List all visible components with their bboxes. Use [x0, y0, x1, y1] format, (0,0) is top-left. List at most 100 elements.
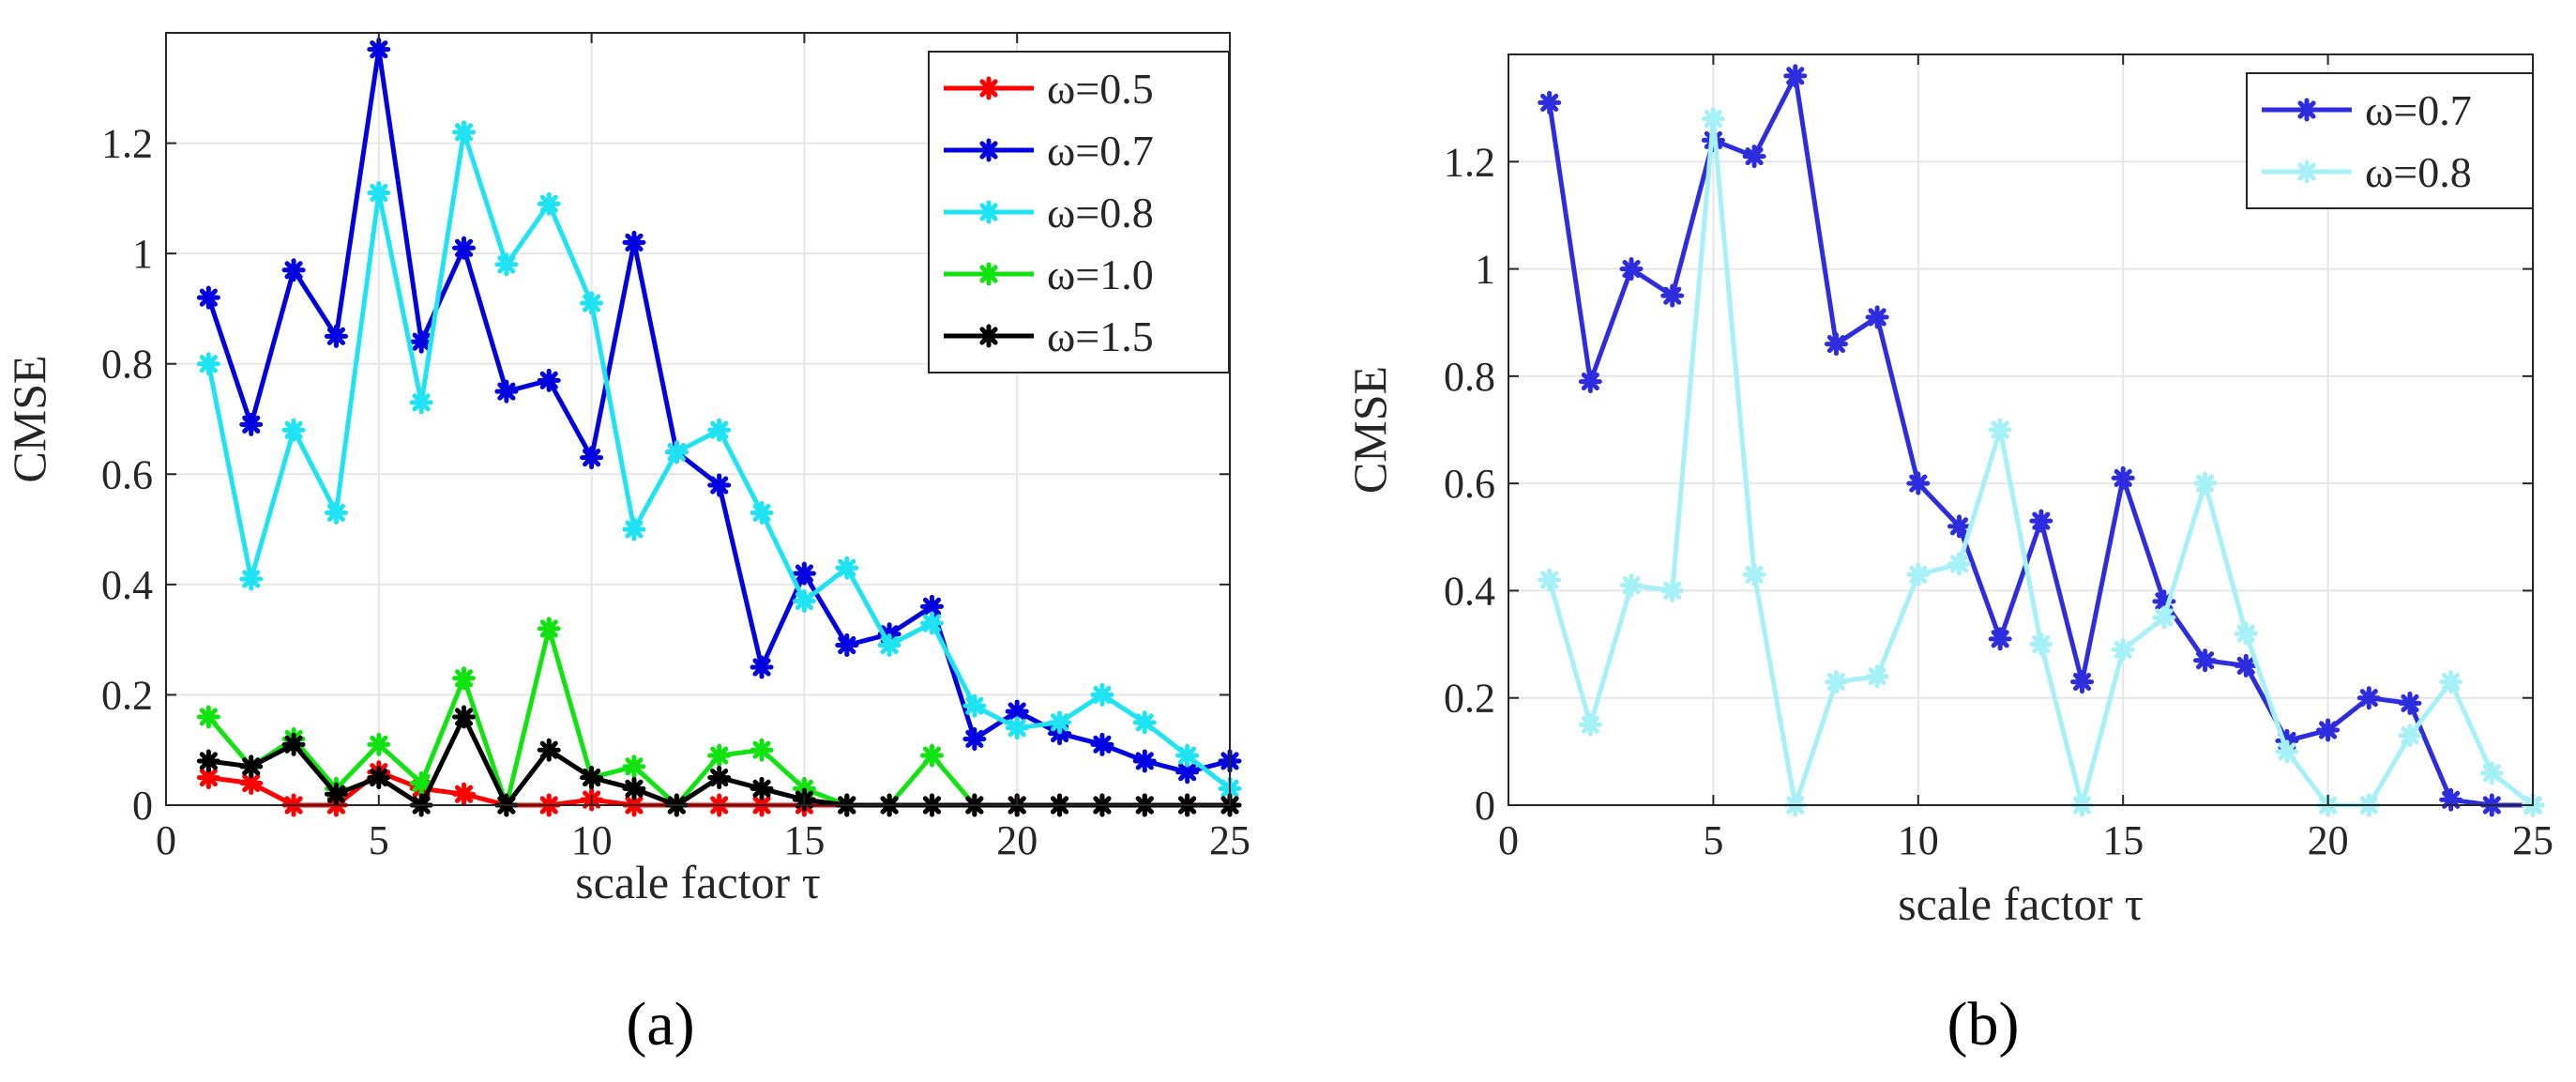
data-point — [409, 329, 433, 354]
data-point — [919, 594, 944, 618]
chart-panel-a: 0 5 10 15 20 25 0 0.2 0.4 0.6 0.8 1 1.2 scale factor … — [3, 32, 1250, 1059]
data-point — [1048, 710, 1072, 735]
data-point — [2316, 718, 2341, 742]
data-point — [537, 738, 561, 762]
data-point — [622, 517, 646, 541]
data-point — [664, 440, 689, 465]
data-point — [2111, 465, 2135, 490]
legend-box — [2246, 72, 2534, 209]
data-point — [2439, 670, 2463, 694]
x-tick-label: 0 — [156, 817, 176, 863]
data-point — [1783, 64, 1808, 88]
data-point — [1660, 283, 1685, 308]
x-tick-label: 10 — [571, 817, 613, 863]
data-point — [324, 500, 348, 525]
data-point — [196, 749, 220, 773]
data-point — [409, 770, 433, 795]
data-point — [2439, 787, 2463, 812]
legend-label: ω=1.0 — [1047, 251, 1154, 298]
data-point — [707, 766, 732, 790]
data-point — [2152, 589, 2176, 614]
x-tick-label: 25 — [1209, 817, 1250, 863]
panel-label: (a) — [626, 990, 694, 1059]
y-tick-label: 0.6 — [1444, 461, 1495, 507]
data-point — [2479, 761, 2504, 785]
x-tick-label: 20 — [996, 817, 1038, 863]
legend-label: ω=0.5 — [1047, 65, 1154, 113]
legend-marker — [977, 200, 1001, 224]
data-point — [750, 500, 774, 525]
data-point — [1578, 370, 1602, 394]
data-point — [580, 291, 604, 315]
data-point — [2356, 686, 2381, 710]
legend-marker — [977, 324, 1001, 348]
data-point — [1947, 514, 1971, 539]
legend-label: ω=1.5 — [1047, 312, 1154, 360]
data-point — [2111, 637, 2135, 662]
data-point — [750, 655, 774, 679]
x-tick-label: 0 — [1498, 817, 1519, 863]
data-point — [707, 418, 732, 442]
data-point — [452, 666, 477, 691]
data-point — [962, 693, 987, 718]
y-tick-label: 0.2 — [1444, 676, 1495, 722]
legend: ω=0.5 ω=0.7 ω=0.8 ω=1.0 ω=1.5 — [928, 51, 1230, 373]
data-point — [1132, 749, 1157, 773]
data-point — [452, 236, 477, 260]
data-point — [1824, 670, 1848, 694]
data-point — [281, 258, 306, 282]
data-point — [1538, 90, 1562, 114]
data-point — [580, 766, 604, 790]
legend-label: ω=0.8 — [2365, 148, 2472, 196]
x-tick-label: 20 — [2308, 817, 2349, 863]
data-point — [367, 766, 391, 790]
data-point — [2398, 724, 2422, 748]
x-tick-label: 5 — [1703, 817, 1723, 863]
panel-label: (b) — [1947, 990, 2020, 1059]
data-point — [2234, 621, 2258, 646]
x-tick-label: 25 — [2512, 817, 2553, 863]
data-point — [537, 368, 561, 392]
axes-frame — [1508, 53, 2534, 806]
data-point — [1742, 562, 1766, 587]
data-point — [919, 611, 944, 635]
data-point — [281, 732, 306, 756]
legend-marker — [977, 138, 1001, 162]
data-point — [324, 324, 348, 348]
y-tick-label: 1 — [1475, 247, 1495, 293]
data-point — [1090, 682, 1114, 707]
data-point — [1865, 305, 1889, 329]
legend-label: ω=0.7 — [2365, 86, 2472, 134]
data-point — [750, 738, 774, 762]
data-point — [494, 252, 519, 277]
data-point — [622, 230, 646, 254]
legend-marker — [2295, 98, 2319, 122]
x-tick-label: 10 — [1898, 817, 1939, 863]
y-tick-label: 1.2 — [101, 121, 153, 167]
data-point — [452, 705, 477, 729]
data-point — [1742, 145, 1766, 169]
data-point — [2029, 509, 2053, 533]
y-tick-label: 0.8 — [1444, 354, 1495, 400]
legend-marker — [2295, 160, 2319, 184]
data-point — [1988, 627, 2012, 651]
y-axis-title: CMSE — [3, 355, 55, 482]
data-point — [1005, 716, 1029, 740]
data-point — [452, 120, 477, 145]
data-point — [1175, 743, 1200, 768]
data-point — [281, 418, 306, 442]
data-point — [1701, 107, 1725, 131]
data-point — [835, 556, 859, 580]
y-tick-label: 0.4 — [101, 562, 153, 608]
data-point — [707, 743, 732, 768]
data-point — [2398, 691, 2422, 715]
series-3 — [196, 120, 1242, 800]
x-tick-label: 5 — [369, 817, 389, 863]
x-axis-title: scale factor τ — [575, 856, 821, 908]
data-point — [239, 412, 264, 436]
data-point — [750, 776, 774, 800]
legend-marker — [977, 76, 1001, 100]
data-point — [792, 561, 816, 586]
data-point — [1865, 664, 1889, 689]
